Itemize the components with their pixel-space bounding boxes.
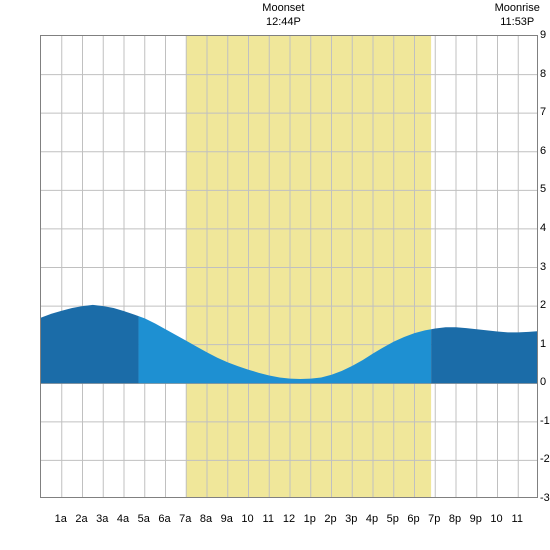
x-tick-label: 4a [117, 513, 129, 525]
x-tick-label: 10 [241, 513, 253, 525]
x-tick-label: 2a [75, 513, 87, 525]
x-tick-label: 6a [158, 513, 170, 525]
x-tick-label: 8a [200, 513, 212, 525]
x-tick-label: 9p [470, 513, 482, 525]
y-tick-label: 9 [540, 29, 550, 41]
x-tick-label: 1p [304, 513, 316, 525]
x-tick-label: 4p [366, 513, 378, 525]
y-tick-label: 0 [540, 376, 550, 388]
x-tick-label: 11 [512, 513, 523, 525]
x-tick-label: 7p [428, 513, 440, 525]
y-tick-label: 7 [540, 106, 550, 118]
x-tick-label: 11 [263, 513, 274, 525]
y-tick-label: 1 [540, 338, 550, 350]
y-tick-label: 4 [540, 222, 550, 234]
y-tick-label: -3 [540, 492, 550, 504]
chart-svg [41, 36, 538, 498]
y-tick-label: 8 [540, 68, 550, 80]
moonrise-time: 11:53P [500, 16, 534, 28]
y-tick-label: 2 [540, 299, 550, 311]
x-tick-label: 3a [96, 513, 108, 525]
y-tick-label: 6 [540, 145, 550, 157]
moonset-time: 12:44P [266, 16, 301, 28]
x-tick-label: 10 [490, 513, 502, 525]
y-tick-label: 5 [540, 183, 550, 195]
tide-chart: Moonset12:44PMoonrise11:53P-3-2-10123456… [0, 0, 550, 550]
x-tick-label: 1a [55, 513, 67, 525]
moonrise-label: Moonrise [495, 2, 540, 14]
y-tick-label: 3 [540, 261, 550, 273]
x-tick-label: 3p [345, 513, 357, 525]
x-tick-label: 8p [449, 513, 461, 525]
grid [41, 36, 538, 498]
x-tick-label: 7a [179, 513, 191, 525]
x-tick-label: 5p [387, 513, 399, 525]
tide-dark-2 [431, 327, 538, 383]
x-tick-label: 9a [221, 513, 233, 525]
y-tick-label: -1 [540, 415, 550, 427]
tide-dark-1 [41, 305, 139, 383]
plot-area [40, 35, 538, 498]
x-tick-label: 12 [283, 513, 295, 525]
y-tick-label: -2 [540, 453, 550, 465]
x-tick-label: 6p [407, 513, 419, 525]
x-tick-label: 2p [324, 513, 336, 525]
x-tick-label: 5a [138, 513, 150, 525]
moonset-label: Moonset [262, 2, 304, 14]
